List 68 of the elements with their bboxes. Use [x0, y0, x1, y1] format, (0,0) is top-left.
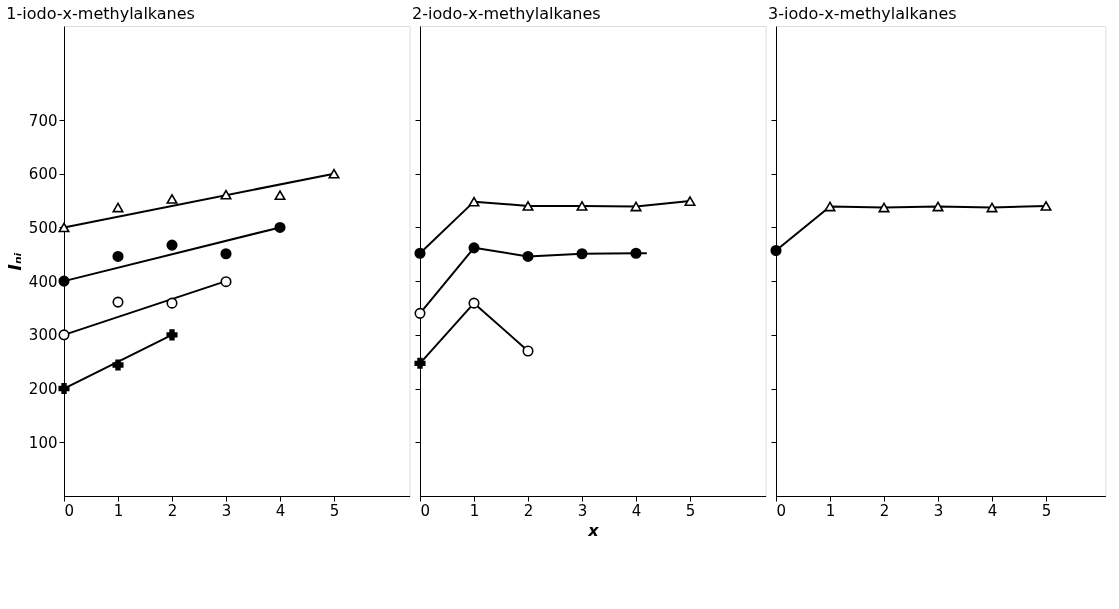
point: [58, 222, 70, 233]
point: [824, 201, 836, 212]
point: [576, 248, 588, 260]
point: [522, 345, 534, 357]
point: [112, 359, 124, 371]
x-tick-label: 5: [685, 501, 696, 520]
x-tick-label: 3: [577, 501, 588, 520]
point: [468, 196, 480, 207]
point: [414, 247, 426, 259]
point: [630, 201, 642, 212]
point: [58, 329, 70, 341]
x-tick-label: 3: [933, 501, 944, 520]
point: [328, 168, 340, 179]
point: [414, 357, 426, 369]
point: [468, 242, 480, 254]
point: [684, 196, 696, 207]
x-tick-label: 1: [469, 501, 480, 520]
y-tick-label: 600: [28, 165, 58, 184]
x-tick-label: 0: [64, 501, 75, 520]
x-tick-label: 5: [1041, 501, 1052, 520]
point: [878, 202, 890, 213]
x-tick-label: 4: [631, 501, 642, 520]
point: [932, 201, 944, 212]
y-tick-label: 500: [28, 218, 58, 237]
point: [166, 194, 178, 204]
y-axis-title: Iₙᵢ: [4, 252, 25, 271]
x-axis-title: x: [587, 520, 600, 540]
point: [770, 244, 782, 257]
point: [630, 247, 642, 259]
point: [986, 202, 998, 213]
y-tick-label: 300: [28, 326, 58, 345]
point: [166, 329, 178, 341]
chart-title: 2-iodo-x-methylalkanes: [412, 4, 601, 23]
x-tick-label: 2: [167, 501, 178, 520]
y-tick-label: 700: [28, 111, 58, 130]
x-tick-label: 5: [329, 501, 340, 520]
x-tick-label: 0: [420, 501, 431, 520]
x-tick-label: 2: [523, 501, 534, 520]
y-tick-label: 400: [28, 272, 58, 291]
x-tick-label: 4: [275, 501, 286, 520]
point: [166, 297, 178, 309]
point: [522, 201, 534, 211]
chart-title: 3-iodo-x-methylalkanes: [768, 4, 957, 23]
point: [576, 201, 588, 211]
point: [522, 250, 534, 262]
point: [58, 275, 70, 287]
point: [220, 189, 232, 200]
point: [220, 276, 232, 288]
y-tick-label: 100: [28, 433, 58, 452]
point: [166, 239, 178, 251]
point: [220, 248, 232, 260]
point: [58, 383, 70, 395]
point: [274, 221, 286, 233]
x-tick-label: 1: [825, 501, 836, 520]
y-tick-label: 200: [28, 380, 58, 399]
point: [112, 250, 124, 262]
point: [112, 296, 124, 308]
point: [468, 297, 480, 309]
point: [414, 307, 426, 319]
point: [274, 190, 286, 201]
x-tick-label: 1: [113, 501, 124, 520]
point: [112, 202, 124, 213]
x-tick-label: 2: [879, 501, 890, 520]
chart-title: 1-iodo-x-methylalkanes: [6, 4, 195, 23]
point: [1040, 201, 1052, 211]
x-tick-label: 0: [776, 501, 787, 520]
x-tick-label: 4: [987, 501, 998, 520]
x-tick-label: 3: [221, 501, 232, 520]
